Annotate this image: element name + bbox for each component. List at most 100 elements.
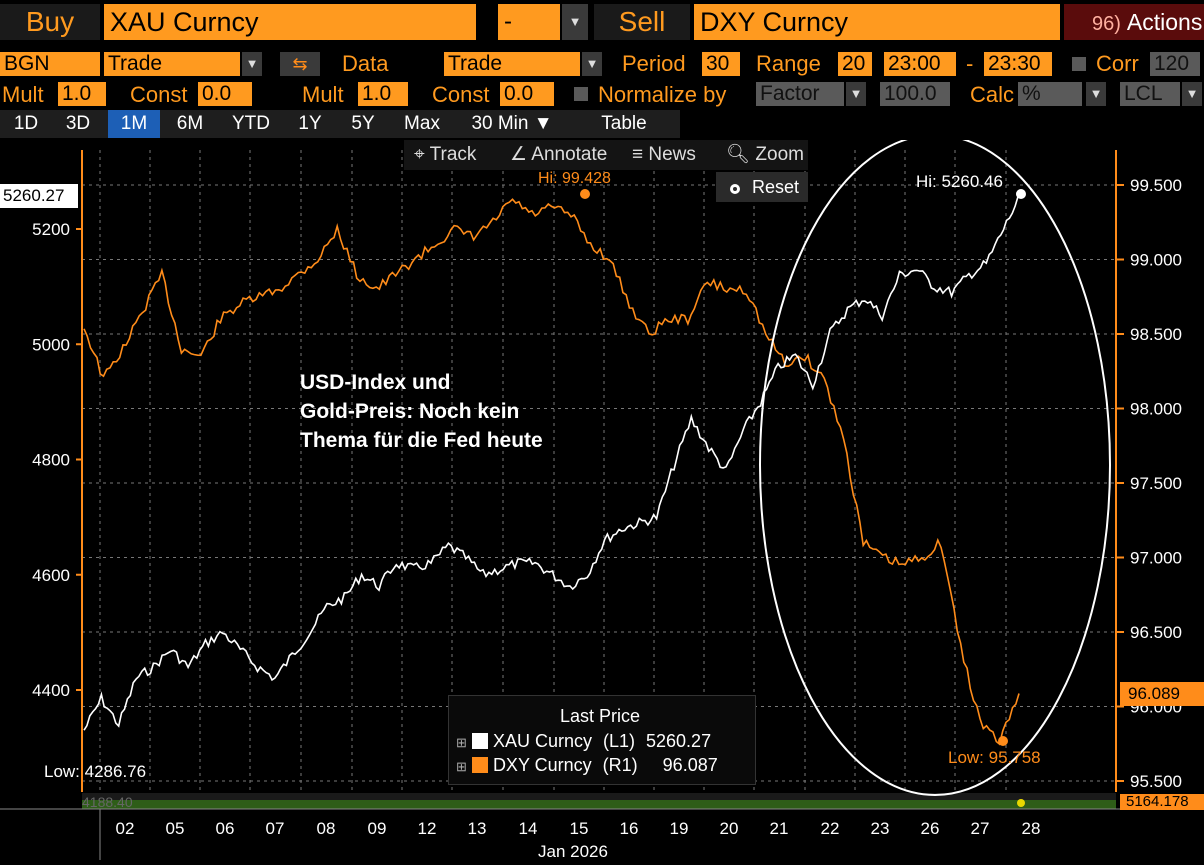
legend-row-dxy[interactable]: ⊞ DXY Curncy (R1) 96.087 bbox=[456, 755, 718, 775]
normalize-select[interactable]: Factor bbox=[756, 82, 844, 106]
left-tick-label: 4600 bbox=[32, 566, 70, 585]
calc-dropdown-icon[interactable]: ▼ bbox=[1086, 82, 1106, 106]
tab-1m[interactable]: 1M bbox=[108, 110, 160, 138]
factor-input[interactable]: 100.0 bbox=[880, 82, 950, 106]
normalize-label: Normalize by bbox=[598, 82, 727, 107]
crosshair-icon: ⌖ bbox=[414, 144, 430, 165]
range-input[interactable]: 20 bbox=[838, 52, 872, 76]
x-tick-label: 22 bbox=[821, 819, 840, 838]
x-tick-label: 27 bbox=[971, 819, 990, 838]
left-tick-label: 4400 bbox=[32, 681, 70, 700]
sell-security-input[interactable]: DXY Curncy bbox=[694, 4, 1060, 40]
time-to-input[interactable]: 23:30 bbox=[984, 52, 1052, 76]
tab-3d[interactable]: 3D bbox=[65, 113, 91, 134]
mult-2-label: Mult bbox=[302, 82, 344, 107]
tab-5y[interactable]: 5Y bbox=[351, 113, 375, 134]
navigator-marker bbox=[1017, 799, 1025, 807]
mult-2-input[interactable]: 1.0 bbox=[358, 82, 408, 106]
chart-marks bbox=[580, 189, 1026, 807]
x-tick-label: 23 bbox=[871, 819, 890, 838]
track-button[interactable]: ⌖ Track bbox=[414, 140, 477, 170]
bottom-navigator-fill bbox=[82, 800, 1116, 809]
dxy-low-marker bbox=[998, 736, 1008, 746]
right-tick-label: 95.500 bbox=[1130, 772, 1182, 791]
range-label: Range bbox=[756, 51, 821, 76]
dxy-high-marker bbox=[580, 189, 590, 199]
tab-ytd[interactable]: YTD bbox=[232, 113, 270, 134]
chart-annotation: USD-Index und Gold-Preis: Noch kein Them… bbox=[300, 371, 543, 452]
x-tick-label: 09 bbox=[368, 819, 387, 838]
corr-input[interactable]: 120 bbox=[1150, 52, 1200, 76]
x-axis-month-label: Jan 2026 bbox=[538, 842, 608, 861]
trade-field-2[interactable]: Trade bbox=[444, 52, 580, 76]
actions-number: 96) bbox=[1092, 13, 1121, 35]
mult-1-input[interactable]: 1.0 bbox=[58, 82, 106, 106]
corr-label: Corr bbox=[1096, 51, 1139, 76]
zoom-button[interactable]: 🔍︎ Zoom bbox=[726, 140, 804, 170]
dxy-series-line bbox=[83, 198, 1020, 746]
magnifier-icon: 🔍︎ bbox=[726, 144, 756, 165]
trade-1-dropdown-icon[interactable]: ▼ bbox=[242, 52, 262, 76]
legend-box bbox=[448, 695, 756, 785]
left-tick-label: 5200 bbox=[32, 220, 70, 239]
x-tick-label: 06 bbox=[216, 819, 235, 838]
tab-max[interactable]: Max bbox=[404, 113, 440, 134]
buy-label: Buy bbox=[0, 4, 100, 40]
const-1-input[interactable]: 0.0 bbox=[198, 82, 252, 106]
x-tick-label: 14 bbox=[519, 819, 538, 838]
tab-30-min[interactable]: 30 Min ▼ bbox=[471, 113, 553, 134]
operator-dropdown-icon[interactable]: ▼ bbox=[562, 4, 588, 40]
dxy-swatch bbox=[471, 757, 488, 773]
trade-field-1[interactable]: Trade bbox=[104, 52, 240, 76]
reset-button[interactable]: Reset bbox=[716, 172, 808, 202]
period-input[interactable]: 30 bbox=[702, 52, 740, 76]
news-button[interactable]: ≡ News bbox=[632, 140, 696, 170]
left-tick-label: 5000 bbox=[32, 335, 70, 354]
normalize-checkbox[interactable] bbox=[574, 87, 588, 101]
lcl-select[interactable]: LCL bbox=[1120, 82, 1180, 106]
right-tick-label: 98.000 bbox=[1130, 400, 1182, 419]
calc-select[interactable]: % bbox=[1018, 82, 1082, 106]
news-icon: ≡ bbox=[632, 144, 649, 165]
normalize-dropdown-icon[interactable]: ▼ bbox=[846, 82, 866, 106]
x-tick-label: 08 bbox=[317, 819, 336, 838]
time-separator: - bbox=[966, 51, 974, 76]
actions-button[interactable]: 96) Actions bbox=[1064, 4, 1204, 40]
const-2-input[interactable]: 0.0 bbox=[500, 82, 554, 106]
x-tick-label: 19 bbox=[670, 819, 689, 838]
tab-6m[interactable]: 6M bbox=[176, 113, 204, 134]
actions-label: Actions bbox=[1126, 9, 1203, 35]
tab-table[interactable]: Table bbox=[601, 113, 647, 134]
corr-checkbox[interactable] bbox=[1072, 57, 1086, 71]
x-tick-label: 15 bbox=[570, 819, 589, 838]
tab-1d[interactable]: 1D bbox=[13, 113, 39, 134]
low-xau-label: Low: 4286.76 bbox=[44, 762, 147, 781]
time-from-input[interactable]: 23:00 bbox=[884, 52, 956, 76]
x-tick-label: 13 bbox=[468, 819, 487, 838]
x-tick-label: 21 bbox=[770, 819, 789, 838]
legend-row-xau[interactable]: ⊞ XAU Curncy (L1) 5260.27 bbox=[456, 731, 712, 751]
right-tick-label: 99.500 bbox=[1130, 176, 1182, 195]
data-label: Data bbox=[342, 51, 389, 76]
trade-2-dropdown-icon[interactable]: ▼ bbox=[582, 52, 602, 76]
lcl-dropdown-icon[interactable]: ▼ bbox=[1182, 82, 1202, 106]
xau-series-line bbox=[83, 193, 1022, 731]
xau-high-marker bbox=[1016, 189, 1026, 199]
swap-icon[interactable]: ⇆ bbox=[280, 52, 320, 76]
bottom-left-value: 4188.40 bbox=[82, 795, 133, 809]
x-tick-label: 26 bbox=[921, 819, 940, 838]
x-tick-label: 02 bbox=[116, 819, 135, 838]
x-tick-label: 07 bbox=[266, 819, 285, 838]
operator-select[interactable]: - bbox=[498, 4, 560, 40]
tab-1y[interactable]: 1Y bbox=[298, 113, 322, 134]
x-tick-label: 05 bbox=[166, 819, 185, 838]
sell-label: Sell bbox=[594, 4, 690, 40]
highlight-ellipse bbox=[759, 140, 1111, 796]
buy-security-input[interactable]: XAU Curncy bbox=[104, 4, 476, 40]
const-1-label: Const bbox=[130, 82, 188, 107]
bgn-field[interactable]: BGN bbox=[0, 52, 100, 76]
radio-icon bbox=[730, 184, 740, 194]
right-tick-label: 99.000 bbox=[1130, 251, 1182, 270]
current-dxy-badge: 96.089 bbox=[1120, 682, 1204, 706]
annotate-button[interactable]: ∠ Annotate bbox=[510, 140, 608, 170]
